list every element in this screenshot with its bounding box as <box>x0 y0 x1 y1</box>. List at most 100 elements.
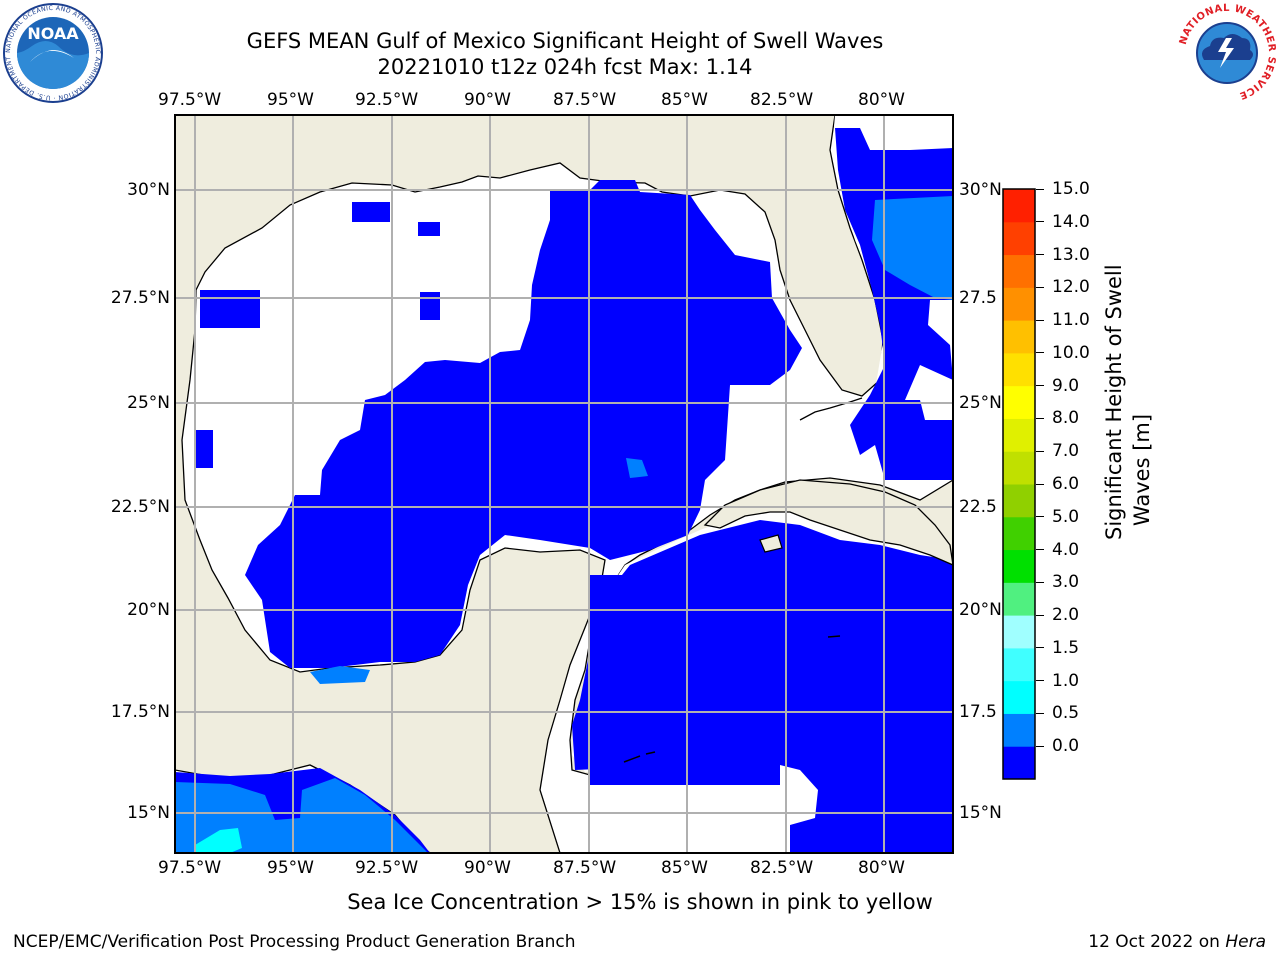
colorbar-tick-mark <box>1036 286 1044 288</box>
colorbar-swatch <box>1003 680 1035 714</box>
lon-tick-top: 85°W <box>661 90 708 110</box>
colorbar-tick-mark <box>1036 647 1044 649</box>
colorbar-swatch <box>1003 582 1035 616</box>
colorbar <box>1002 188 1036 780</box>
lat-tick-left: 30°N <box>127 180 170 200</box>
colorbar-swatch <box>1003 615 1035 649</box>
lon-tick-top: 95°W <box>267 90 314 110</box>
colorbar-tick: 0.0 <box>1052 736 1080 757</box>
colorbar-tick-mark <box>1036 254 1044 256</box>
lat-tick-left: 27.5°N <box>110 288 170 308</box>
colorbar-swatch <box>1003 189 1035 223</box>
colorbar-tick: 8.0 <box>1052 408 1080 429</box>
lat-tick-right: 17.5 <box>959 702 997 722</box>
isle-of-youth-land <box>759 534 783 553</box>
colorbar-swatch <box>1003 746 1035 780</box>
colorbar-tick-mark <box>1036 549 1044 551</box>
lon-tick-top: 92.5°W <box>355 90 419 110</box>
colorbar-tick: 9.0 <box>1052 375 1080 396</box>
lat-tick-right: 22.5 <box>959 497 997 517</box>
lat-tick-right: 30°N <box>959 180 1002 200</box>
colorbar-tick: 1.0 <box>1052 670 1080 691</box>
colorbar-swatch <box>1003 254 1035 288</box>
footer-credit: NCEP/EMC/Verification Post Processing Pr… <box>13 932 576 952</box>
colorbar-tick-mark <box>1036 352 1044 354</box>
lat-tick-right: 20°N <box>959 600 1002 620</box>
colorbar-tick-mark <box>1036 450 1044 452</box>
lon-tick-top: 82.5°W <box>750 90 814 110</box>
swell-10-15-m-areas <box>195 828 242 853</box>
colorbar-tick-mark <box>1036 712 1044 714</box>
colorbar-tick-mark <box>1036 581 1044 583</box>
colorbar-swatch <box>1003 221 1035 256</box>
nws-logo-icon: NATIONAL WEATHER SERVICE <box>1178 3 1277 102</box>
colorbar-tick-mark <box>1036 516 1044 518</box>
colorbar-tick-mark <box>1036 680 1044 682</box>
colorbar-tick: 13.0 <box>1052 244 1090 265</box>
colorbar-swatch <box>1003 287 1035 321</box>
lon-tick-top: 97.5°W <box>158 90 222 110</box>
colorbar-label-line2: Waves [m] <box>1130 413 1154 527</box>
colorbar-tick: 14.0 <box>1052 211 1090 232</box>
lat-tick-left: 25°N <box>127 393 170 413</box>
colorbar-swatch <box>1003 352 1035 387</box>
colorbar-tick: 4.0 <box>1052 539 1080 560</box>
lat-tick-right: 27.5 <box>959 288 997 308</box>
lat-tick-left: 22.5°N <box>110 497 170 517</box>
colorbar-tick: 7.0 <box>1052 441 1080 462</box>
lon-tick-bottom: 87.5°W <box>553 858 617 878</box>
colorbar-label: Significant Height of Swell Waves [m] <box>1100 264 1160 540</box>
colorbar-tick: 3.0 <box>1052 572 1080 593</box>
colorbar-tick: 6.0 <box>1052 474 1080 494</box>
colorbar-tick: 11.0 <box>1052 310 1090 331</box>
colorbar-swatch <box>1003 385 1035 419</box>
footer-date-text: 12 Oct 2022 on <box>1088 932 1226 952</box>
colorbar-tick-mark <box>1036 319 1044 321</box>
colorbar-tick: 10.0 <box>1052 342 1090 363</box>
map-subtitle: 20221010 t12z 024h fcst Max: 1.14 <box>377 55 753 79</box>
colorbar-tick: 12.0 <box>1052 277 1090 298</box>
lon-tick-bottom: 92.5°W <box>355 858 419 878</box>
map-title: GEFS MEAN Gulf of Mexico Significant Hei… <box>246 29 884 53</box>
cuba-land <box>703 479 953 566</box>
lat-tick-left: 15°N <box>127 803 170 823</box>
noaa-text: NOAA <box>27 24 79 43</box>
sea-ice-caption: Sea Ice Concentration > 15% is shown in … <box>347 890 933 914</box>
map-frame <box>174 114 954 854</box>
map-gridlines <box>175 115 953 853</box>
colorbar-swatch <box>1003 320 1035 354</box>
lon-tick-top: 90°W <box>464 90 511 110</box>
colorbar-swatch <box>1003 713 1035 747</box>
lon-tick-bottom: 90°W <box>464 858 511 878</box>
colorbar-tick-mark <box>1036 745 1044 747</box>
lon-tick-bottom: 95°W <box>267 858 314 878</box>
colorbar-swatch <box>1003 418 1035 452</box>
colorbar-tick-mark <box>1036 483 1044 485</box>
colorbar-swatch <box>1003 484 1035 518</box>
lon-tick-bottom: 97.5°W <box>158 858 222 878</box>
colorbar-tick-mark <box>1036 417 1044 419</box>
noaa-logo-icon: NATIONAL OCEANIC AND ATMOSPHERIC ADMINIS… <box>2 2 103 103</box>
cayman-islands-land <box>623 635 841 763</box>
lon-tick-top: 80°W <box>858 90 905 110</box>
lat-tick-right: 25°N <box>959 393 1002 413</box>
colorbar-swatch <box>1003 549 1035 583</box>
colorbar-swatch <box>1003 451 1035 485</box>
colorbar-tick-mark <box>1036 221 1044 223</box>
colorbar-tick-mark <box>1036 385 1044 387</box>
footer-host: Hera <box>1225 932 1266 952</box>
lat-tick-right: 15°N <box>959 803 1002 823</box>
footer-date: 12 Oct 2022 on Hera <box>1088 932 1266 952</box>
lon-tick-bottom: 85°W <box>661 858 708 878</box>
colorbar-tick: 15.0 <box>1052 179 1090 199</box>
colorbar-tick-mark <box>1036 614 1044 616</box>
lon-tick-bottom: 80°W <box>858 858 905 878</box>
lat-tick-left: 20°N <box>127 600 170 620</box>
lon-tick-bottom: 82.5°W <box>750 858 814 878</box>
colorbar-label-line1: Significant Height of Swell <box>1102 264 1126 540</box>
colorbar-swatch <box>1003 516 1035 551</box>
lat-tick-left: 17.5°N <box>110 702 170 722</box>
colorbar-tick: 0.5 <box>1052 703 1080 724</box>
lon-tick-top: 87.5°W <box>553 90 617 110</box>
